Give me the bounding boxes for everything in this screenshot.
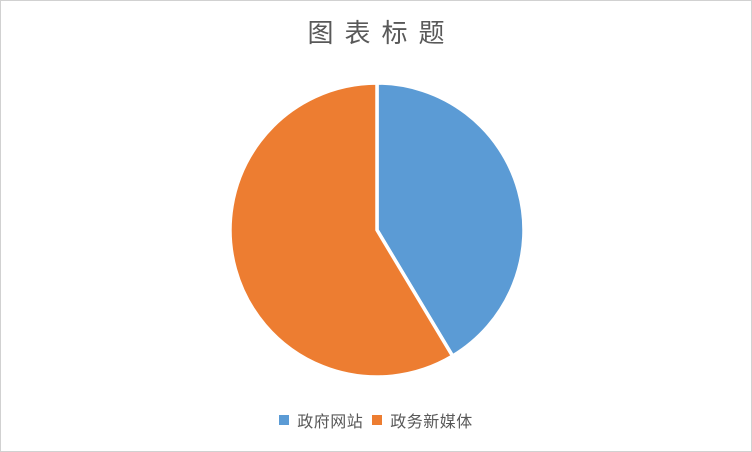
legend-label: 政府网站 (297, 414, 364, 431)
legend-swatch-icon (279, 415, 290, 425)
legend-swatch-icon (372, 415, 383, 425)
legend-item: 政务新媒体 (372, 408, 473, 432)
pie-chart (228, 81, 526, 379)
pie-slice-1 (228, 81, 455, 379)
legend-label: 政务新媒体 (390, 414, 473, 431)
legend: 政府网站 政务新媒体 (1, 407, 751, 433)
pie-slice-0 (375, 81, 526, 358)
chart-title: 图表标题 (307, 18, 456, 48)
legend-item: 政府网站 (279, 408, 363, 432)
